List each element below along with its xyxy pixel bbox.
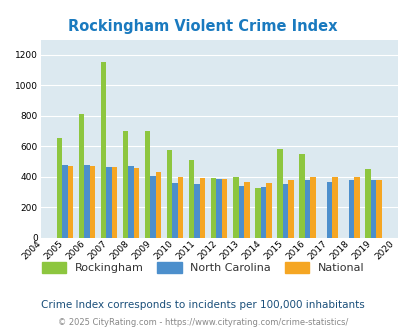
Bar — [298, 154, 304, 238]
Bar — [156, 172, 161, 238]
Bar — [364, 169, 370, 238]
Bar — [62, 165, 68, 238]
Bar — [348, 180, 353, 238]
Bar — [172, 183, 177, 238]
Bar — [188, 160, 194, 238]
Bar — [177, 177, 183, 238]
Bar — [166, 150, 172, 238]
Bar — [194, 184, 200, 238]
Bar — [287, 181, 293, 238]
Bar — [150, 176, 156, 238]
Text: Rockingham Violent Crime Index: Rockingham Violent Crime Index — [68, 19, 337, 34]
Legend: Rockingham, North Carolina, National: Rockingham, North Carolina, National — [41, 262, 364, 273]
Bar — [128, 166, 134, 238]
Bar — [370, 180, 375, 238]
Bar — [331, 178, 337, 238]
Bar — [304, 180, 309, 238]
Bar — [309, 178, 315, 238]
Bar — [100, 62, 106, 238]
Bar — [112, 167, 117, 238]
Bar — [123, 131, 128, 238]
Text: © 2025 CityRating.com - https://www.cityrating.com/crime-statistics/: © 2025 CityRating.com - https://www.city… — [58, 318, 347, 327]
Bar — [57, 138, 62, 238]
Bar — [211, 178, 216, 238]
Bar — [276, 149, 282, 238]
Bar — [232, 177, 238, 238]
Text: Crime Index corresponds to incidents per 100,000 inhabitants: Crime Index corresponds to incidents per… — [41, 300, 364, 310]
Bar — [106, 167, 112, 238]
Bar — [90, 166, 95, 238]
Bar — [260, 187, 265, 238]
Bar — [216, 179, 222, 238]
Bar — [68, 166, 73, 238]
Bar — [84, 165, 90, 238]
Bar — [222, 179, 227, 238]
Bar — [238, 186, 243, 238]
Bar — [134, 168, 139, 238]
Bar — [243, 182, 249, 238]
Bar — [375, 181, 381, 238]
Bar — [254, 188, 260, 238]
Bar — [353, 178, 359, 238]
Bar — [145, 131, 150, 238]
Bar — [79, 114, 84, 238]
Bar — [265, 183, 271, 238]
Bar — [282, 184, 287, 238]
Bar — [326, 182, 331, 238]
Bar — [200, 178, 205, 238]
